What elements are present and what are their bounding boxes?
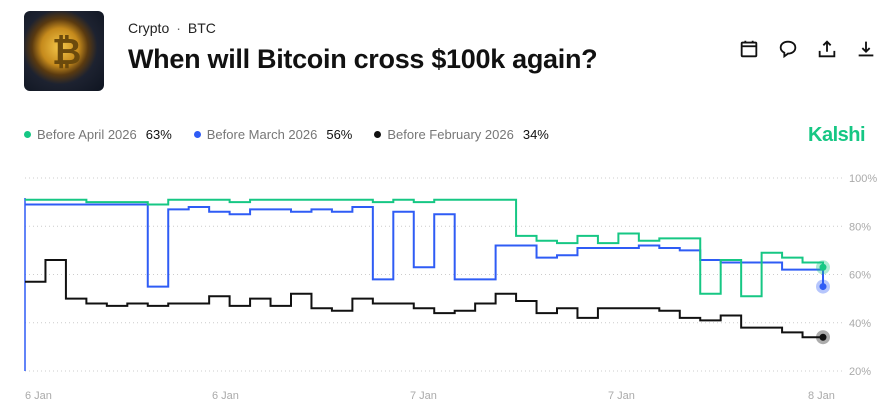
- legend-value: 34%: [522, 127, 549, 142]
- legend-item-march[interactable]: Before March 2026 56%: [193, 127, 353, 142]
- y-tick-label: 100%: [849, 173, 877, 185]
- legend-label: Before February 2026: [387, 127, 514, 142]
- series-line: [25, 203, 824, 288]
- series-line: [25, 259, 823, 339]
- end-point: [819, 333, 827, 341]
- legend: Before April 2026 63% Before March 2026 56…: [24, 127, 549, 142]
- page-title: When will Bitcoin cross $100k again?: [128, 44, 598, 74]
- x-tick-label: 7 Jan: [410, 390, 437, 402]
- legend-item-april[interactable]: Before April 2026 63%: [24, 127, 172, 142]
- y-tick-label: 60%: [849, 270, 871, 282]
- comment-icon[interactable]: [777, 38, 799, 60]
- legend-label: Before March 2026: [206, 127, 318, 142]
- legend-label: Before April 2026: [37, 127, 137, 142]
- tag-link[interactable]: BTC: [187, 20, 216, 36]
- y-tick-label: 40%: [849, 318, 871, 330]
- line-chart: 100% 80% 60% 40% 20% 6 Jan 6 Jan 7 Jan 7 Jan 8 Ja…: [24, 173, 877, 402]
- y-tick-label: 80%: [849, 221, 871, 233]
- x-tick-label: 6 Jan: [25, 390, 52, 402]
- share-icon[interactable]: [816, 38, 838, 60]
- end-point: [819, 263, 827, 271]
- breadcrumb: Crypto · BTC: [128, 20, 216, 36]
- x-tick-label: 8 Jan: [808, 390, 835, 402]
- kalshi-logo[interactable]: Kalshi: [808, 124, 866, 146]
- x-tick-label: 7 Jan: [608, 390, 635, 402]
- y-tick-label: 20%: [849, 366, 871, 378]
- legend-dot: [193, 131, 201, 138]
- separator: ·: [176, 20, 181, 36]
- legend-value: 63%: [145, 127, 172, 142]
- bitcoin-thumbnail: ₿: [24, 11, 104, 91]
- calendar-icon[interactable]: [738, 38, 760, 60]
- x-tick-label: 6 Jan: [212, 390, 239, 402]
- end-point: [819, 283, 827, 291]
- legend-dot: [374, 131, 382, 138]
- series-line: [25, 198, 824, 298]
- bitcoin-logo-icon: ₿: [52, 31, 82, 72]
- legend-item-february[interactable]: Before February 2026 34%: [374, 127, 549, 142]
- category-link[interactable]: Crypto: [128, 20, 170, 36]
- download-icon[interactable]: [855, 38, 877, 60]
- legend-dot: [24, 131, 31, 138]
- legend-value: 56%: [326, 127, 353, 142]
